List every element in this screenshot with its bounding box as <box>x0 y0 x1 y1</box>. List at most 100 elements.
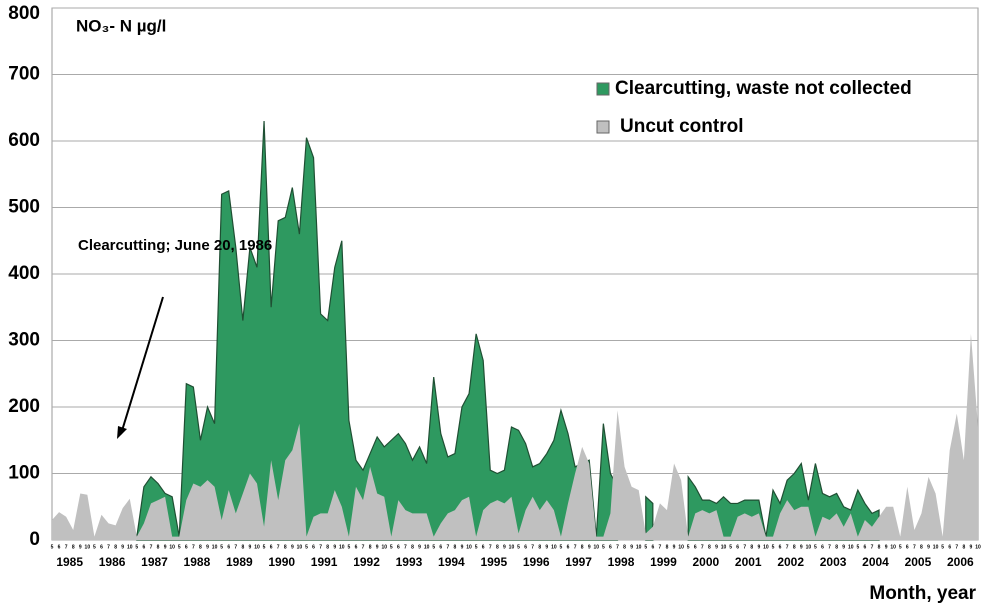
month-label: 10 <box>806 544 812 550</box>
area <box>52 333 978 540</box>
month-label: 10 <box>127 544 133 550</box>
month-label: 9 <box>715 544 718 550</box>
year-label: 1996 <box>523 555 550 569</box>
month-label: 10 <box>890 544 896 550</box>
year-label: 1986 <box>99 555 126 569</box>
month-label: 8 <box>72 544 75 550</box>
year-label: 1998 <box>608 555 635 569</box>
month-label: 6 <box>227 544 230 550</box>
month-label: 9 <box>121 544 124 550</box>
month-label: 6 <box>439 544 442 550</box>
month-label: 9 <box>333 544 336 550</box>
month-label: 10 <box>721 544 727 550</box>
year-label: 1994 <box>438 555 465 569</box>
month-label: 6 <box>397 544 400 550</box>
month-label: 6 <box>185 544 188 550</box>
x-axis-label: Month, year <box>869 583 976 604</box>
y-tick-label: 200 <box>8 396 40 417</box>
year-label: 1995 <box>480 555 507 569</box>
month-label: 6 <box>948 544 951 550</box>
y-tick-label: 0 <box>29 529 40 550</box>
month-label: 9 <box>249 544 252 550</box>
year-label: 1990 <box>268 555 295 569</box>
month-label: 8 <box>835 544 838 550</box>
month-label: 7 <box>404 544 407 550</box>
month-label: 9 <box>842 544 845 550</box>
month-label: 5 <box>93 544 96 550</box>
month-label: 8 <box>581 544 584 550</box>
month-label: 8 <box>411 544 414 550</box>
month-label: 7 <box>489 544 492 550</box>
month-label: 8 <box>284 544 287 550</box>
month-label: 10 <box>636 544 642 550</box>
month-label: 9 <box>927 544 930 550</box>
legend-label: Uncut control <box>620 116 744 137</box>
month-label: 10 <box>848 544 854 550</box>
month-label: 8 <box>326 544 329 550</box>
month-label: 6 <box>355 544 358 550</box>
month-label: 7 <box>574 544 577 550</box>
year-label: 2005 <box>905 555 932 569</box>
month-label: 6 <box>312 544 315 550</box>
month-label: 5 <box>390 544 393 550</box>
year-label: 2000 <box>693 555 720 569</box>
month-label: 8 <box>538 544 541 550</box>
legend-swatch <box>596 120 610 134</box>
month-label: 8 <box>114 544 117 550</box>
month-label: 7 <box>616 544 619 550</box>
month-label: 5 <box>475 544 478 550</box>
year-label: 2003 <box>820 555 847 569</box>
month-label: 8 <box>878 544 881 550</box>
month-label: 7 <box>955 544 958 550</box>
month-label: 9 <box>588 544 591 550</box>
month-label: 7 <box>786 544 789 550</box>
month-label: 9 <box>885 544 888 550</box>
month-label: 9 <box>79 544 82 550</box>
year-label: 2002 <box>777 555 804 569</box>
month-label: 6 <box>736 544 739 550</box>
year-label: 1991 <box>311 555 338 569</box>
month-label: 9 <box>503 544 506 550</box>
month-label: 9 <box>291 544 294 550</box>
month-label: 5 <box>135 544 138 550</box>
month-label: 10 <box>509 544 515 550</box>
month-label: 6 <box>864 544 867 550</box>
month-label: 5 <box>305 544 308 550</box>
month-label: 5 <box>560 544 563 550</box>
y-tick-label: 300 <box>8 330 40 351</box>
month-label: 7 <box>277 544 280 550</box>
month-label: 10 <box>424 544 430 550</box>
y-tick-label: 400 <box>8 263 40 284</box>
month-label: 9 <box>673 544 676 550</box>
year-label: 1993 <box>396 555 423 569</box>
month-label: 7 <box>871 544 874 550</box>
month-label: 10 <box>339 544 345 550</box>
month-label: 5 <box>814 544 817 550</box>
month-label: 8 <box>241 544 244 550</box>
annotation-arrow <box>120 296 164 435</box>
month-label: 6 <box>270 544 273 550</box>
month-label: 6 <box>100 544 103 550</box>
y-tick-label: 500 <box>8 197 40 218</box>
month-label: 6 <box>779 544 782 550</box>
month-label: 5 <box>347 544 350 550</box>
month-label: 5 <box>51 544 54 550</box>
year-label: 2006 <box>947 555 974 569</box>
y-tick-label: 100 <box>8 463 40 484</box>
month-label: 5 <box>220 544 223 550</box>
month-label: 5 <box>432 544 435 550</box>
month-label: 7 <box>659 544 662 550</box>
legend-label: Clearcutting, waste not collected <box>615 78 912 99</box>
year-label: 1999 <box>650 555 677 569</box>
month-label: 8 <box>793 544 796 550</box>
month-label: 6 <box>482 544 485 550</box>
month-label: 10 <box>933 544 939 550</box>
legend-swatch <box>596 82 610 96</box>
month-label: 9 <box>206 544 209 550</box>
month-label: 6 <box>906 544 909 550</box>
month-label: 8 <box>666 544 669 550</box>
month-label: 6 <box>58 544 61 550</box>
month-label: 10 <box>678 544 684 550</box>
month-label: 7 <box>234 544 237 550</box>
